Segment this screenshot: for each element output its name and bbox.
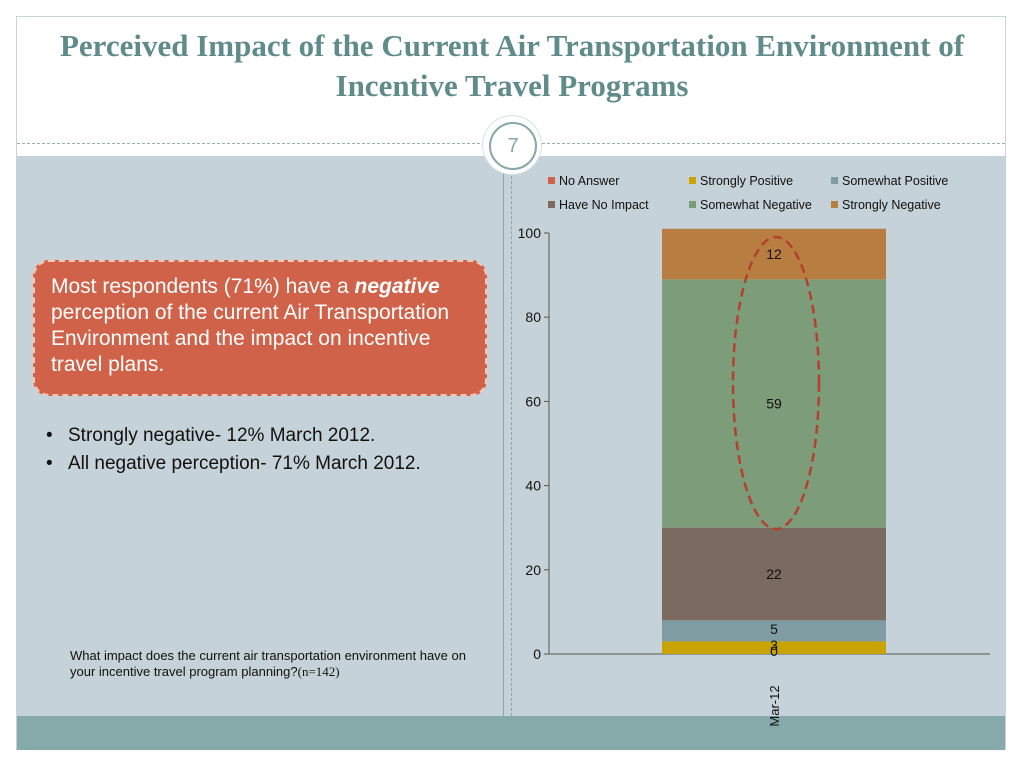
data-label: 3 <box>770 637 778 653</box>
data-label: 59 <box>766 396 782 412</box>
y-tick-label: 80 <box>525 309 541 325</box>
bar-segment <box>662 641 886 654</box>
bullet-item: All negative perception- 71% March 2012. <box>44 452 484 476</box>
footer-bar <box>17 716 1005 750</box>
column-divider-dashed <box>511 156 512 716</box>
data-label: 12 <box>766 246 782 262</box>
legend-swatch <box>831 201 838 208</box>
legend-label: Have No Impact <box>559 198 649 212</box>
survey-question: What impact does the current air transpo… <box>70 648 490 680</box>
legend-label: Somewhat Positive <box>842 174 948 188</box>
data-label: 5 <box>770 621 778 637</box>
legend-swatch <box>548 201 555 208</box>
legend-label: Somewhat Negative <box>700 198 812 212</box>
legend-swatch <box>831 177 838 184</box>
y-tick-label: 20 <box>525 562 541 578</box>
data-label: 0 <box>770 643 778 659</box>
question-sample-size: (n=142) <box>297 664 340 679</box>
page-number: 7 <box>489 122 537 170</box>
legend-label: No Answer <box>559 174 619 188</box>
legend-swatch <box>689 177 696 184</box>
y-tick-label: 100 <box>518 225 542 241</box>
callout-text-post: perception of the current Air Transporta… <box>51 301 450 376</box>
column-divider <box>503 156 504 716</box>
y-tick-label: 40 <box>525 478 541 494</box>
data-label: 22 <box>766 566 782 582</box>
y-tick-label: 60 <box>525 393 541 409</box>
legend-label: Strongly Negative <box>842 198 941 212</box>
bullet-list: Strongly negative- 12% March 2012. All n… <box>44 424 484 480</box>
callout-text-emphasis: negative <box>354 275 440 298</box>
bar-segment <box>662 527 886 621</box>
legend-label: Strongly Positive <box>700 174 793 188</box>
callout-text-pre: Most respondents (71%) have a <box>51 275 349 298</box>
bar-segment <box>662 279 886 528</box>
legend-swatch <box>689 201 696 208</box>
callout-box: Most respondents (71%) have a negative p… <box>33 260 487 396</box>
annotation-ellipse <box>731 235 821 531</box>
slide-title: Perceived Impact of the Current Air Tran… <box>59 28 965 103</box>
page-number-badge: 7 <box>483 116 541 174</box>
question-text: What impact does the current air transpo… <box>70 648 466 679</box>
legend-swatch <box>548 177 555 184</box>
x-category-label: Mar-12 <box>767 685 782 726</box>
y-tick-label: 0 <box>533 646 541 662</box>
bullet-item: Strongly negative- 12% March 2012. <box>44 424 484 448</box>
bar-segment <box>662 620 886 642</box>
